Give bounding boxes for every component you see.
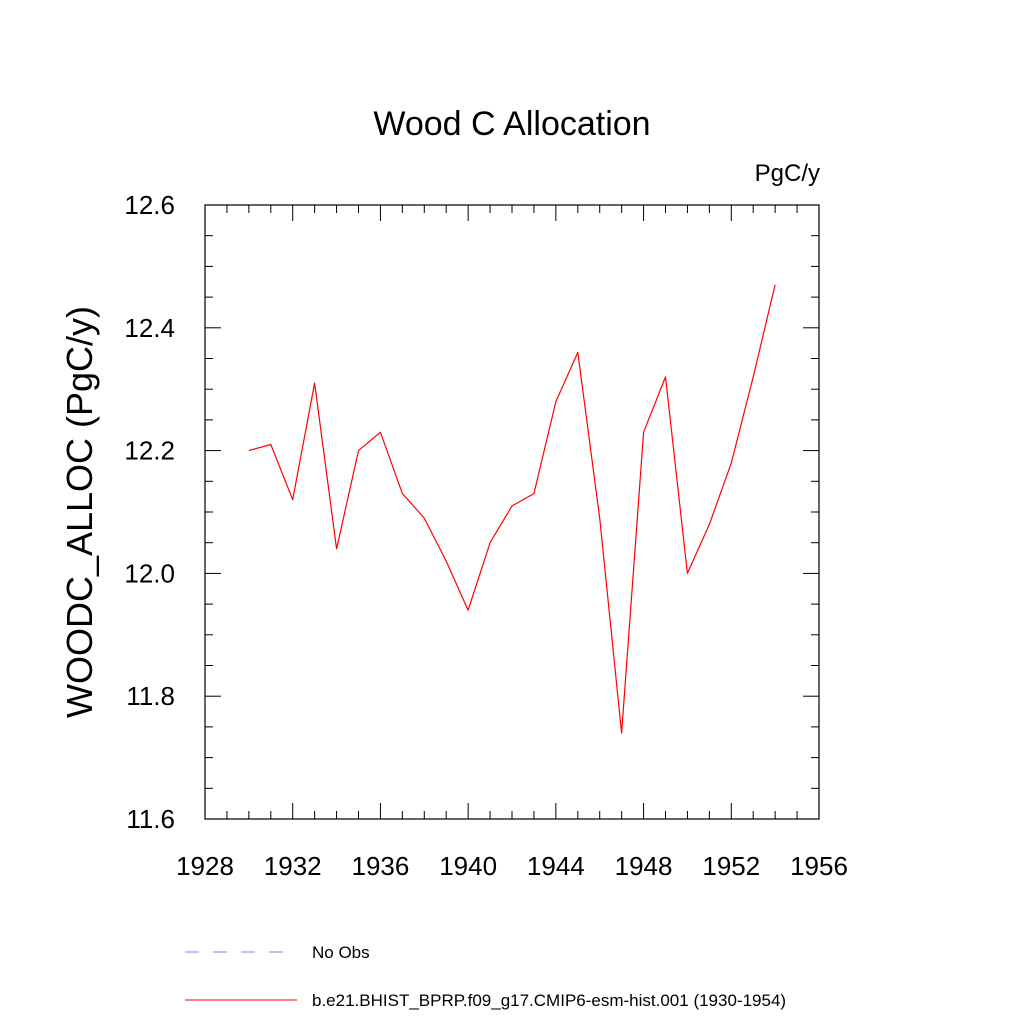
x-tick-label: 1952 [702,851,760,881]
y-tick-label: 12.0 [124,558,175,588]
x-tick-label: 1936 [352,851,410,881]
units-label: PgC/y [755,160,820,187]
legend: No Obs b.e21.BHIST_BPRP.f09_g17.CMIP6-esm… [185,943,786,1010]
x-tick-label: 1940 [439,851,497,881]
x-tick-label: 1928 [176,851,234,881]
y-axis-label: WOODC_ALLOC (PgC/y) [59,306,100,718]
plot-area: 1928 1932 1936 1940 1944 1948 1952 1956 11.6 11.8… [124,190,848,881]
y-tick-label: 11.6 [126,804,175,834]
x-tick-label: 1956 [790,851,848,881]
chart-title: Wood C Allocation [373,105,650,143]
series-line [248,284,776,734]
legend-label: No Obs [312,943,370,962]
plot-frame [204,204,820,820]
x-tick-label: 1948 [615,851,673,881]
legend-label: b.e21.BHIST_BPRP.f09_g17.CMIP6-esm-hist.… [312,991,786,1010]
x-tick-label: 1932 [264,851,322,881]
y-tick-label: 12.6 [124,190,175,220]
y-tick-label: 12.2 [124,436,175,466]
y-tick-label: 11.8 [126,681,175,711]
y-tick-label: 12.4 [124,313,175,343]
x-tick-label: 1944 [527,851,585,881]
